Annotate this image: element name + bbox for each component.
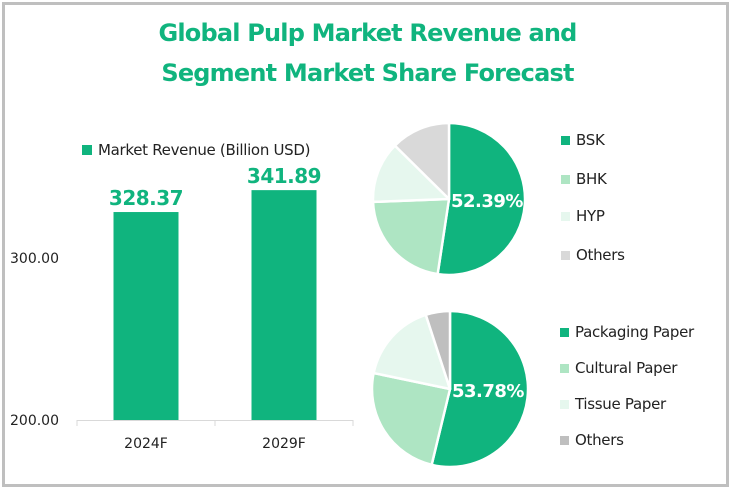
pie2-legend-item: Packaging Paper: [560, 323, 694, 341]
pie2-slice-cultural-paper: [370, 371, 452, 467]
legend-swatch: [560, 435, 569, 445]
legend-swatch: [560, 399, 569, 409]
chart-title-line1: Global Pulp Market Revenue and: [158, 19, 577, 47]
bar-value-label: 341.89: [247, 164, 321, 188]
x-tick-label: 2029F: [262, 436, 306, 452]
y-tick-label: 300.00: [10, 251, 59, 267]
pie2-slice-packaging-paper: [430, 309, 530, 469]
bar-value-label: 328.37: [109, 186, 183, 210]
legend-label: BSK: [576, 131, 605, 149]
legend-swatch: [560, 363, 569, 373]
legend-label: Others: [576, 246, 625, 264]
legend-swatch: [560, 327, 569, 337]
legend-label: Tissue Paper: [575, 395, 666, 413]
legend-label: Others: [575, 431, 624, 449]
pie2-legend-item: Cultural Paper: [560, 359, 677, 377]
bar-legend-swatch: [82, 145, 92, 155]
bar-2029F: [251, 190, 317, 420]
pie2-legend-item: Tissue Paper: [560, 395, 666, 413]
legend-swatch: [561, 250, 570, 260]
pie2-main-label: 53.78%: [452, 381, 524, 402]
pie2-slice-others: [424, 309, 452, 391]
pie1-legend-item: Others: [561, 246, 625, 264]
legend-label: BHK: [576, 170, 607, 188]
y-tick-label: 200.00: [10, 413, 59, 429]
chart-frame: [2, 2, 729, 487]
chart-title-line2: Segment Market Share Forecast: [161, 59, 574, 87]
bar-legend: Market Revenue (Billion USD): [82, 141, 311, 159]
legend-label: Cultural Paper: [575, 359, 678, 377]
legend-label: HYP: [576, 207, 605, 225]
legend-swatch: [561, 211, 570, 221]
pie1-main-label: 52.39%: [451, 191, 523, 212]
legend-swatch: [561, 174, 570, 184]
pie2-legend-item: Others: [560, 431, 624, 449]
legend-swatch: [561, 135, 570, 145]
pie1-legend-item: BSK: [561, 131, 605, 149]
pie1-slice-bsk: [436, 121, 527, 277]
bar-2024F: [113, 212, 179, 420]
pie1-legend-item: BHK: [561, 170, 607, 188]
pie1-slice-bhk: [371, 197, 451, 276]
bar-legend-label: Market Revenue (Billion USD): [98, 141, 311, 159]
pie1-legend-item: HYP: [561, 207, 605, 225]
x-tick-label: 2024F: [124, 436, 168, 452]
legend-label: Packaging Paper: [575, 323, 694, 341]
pie1-slice-others: [393, 121, 451, 201]
